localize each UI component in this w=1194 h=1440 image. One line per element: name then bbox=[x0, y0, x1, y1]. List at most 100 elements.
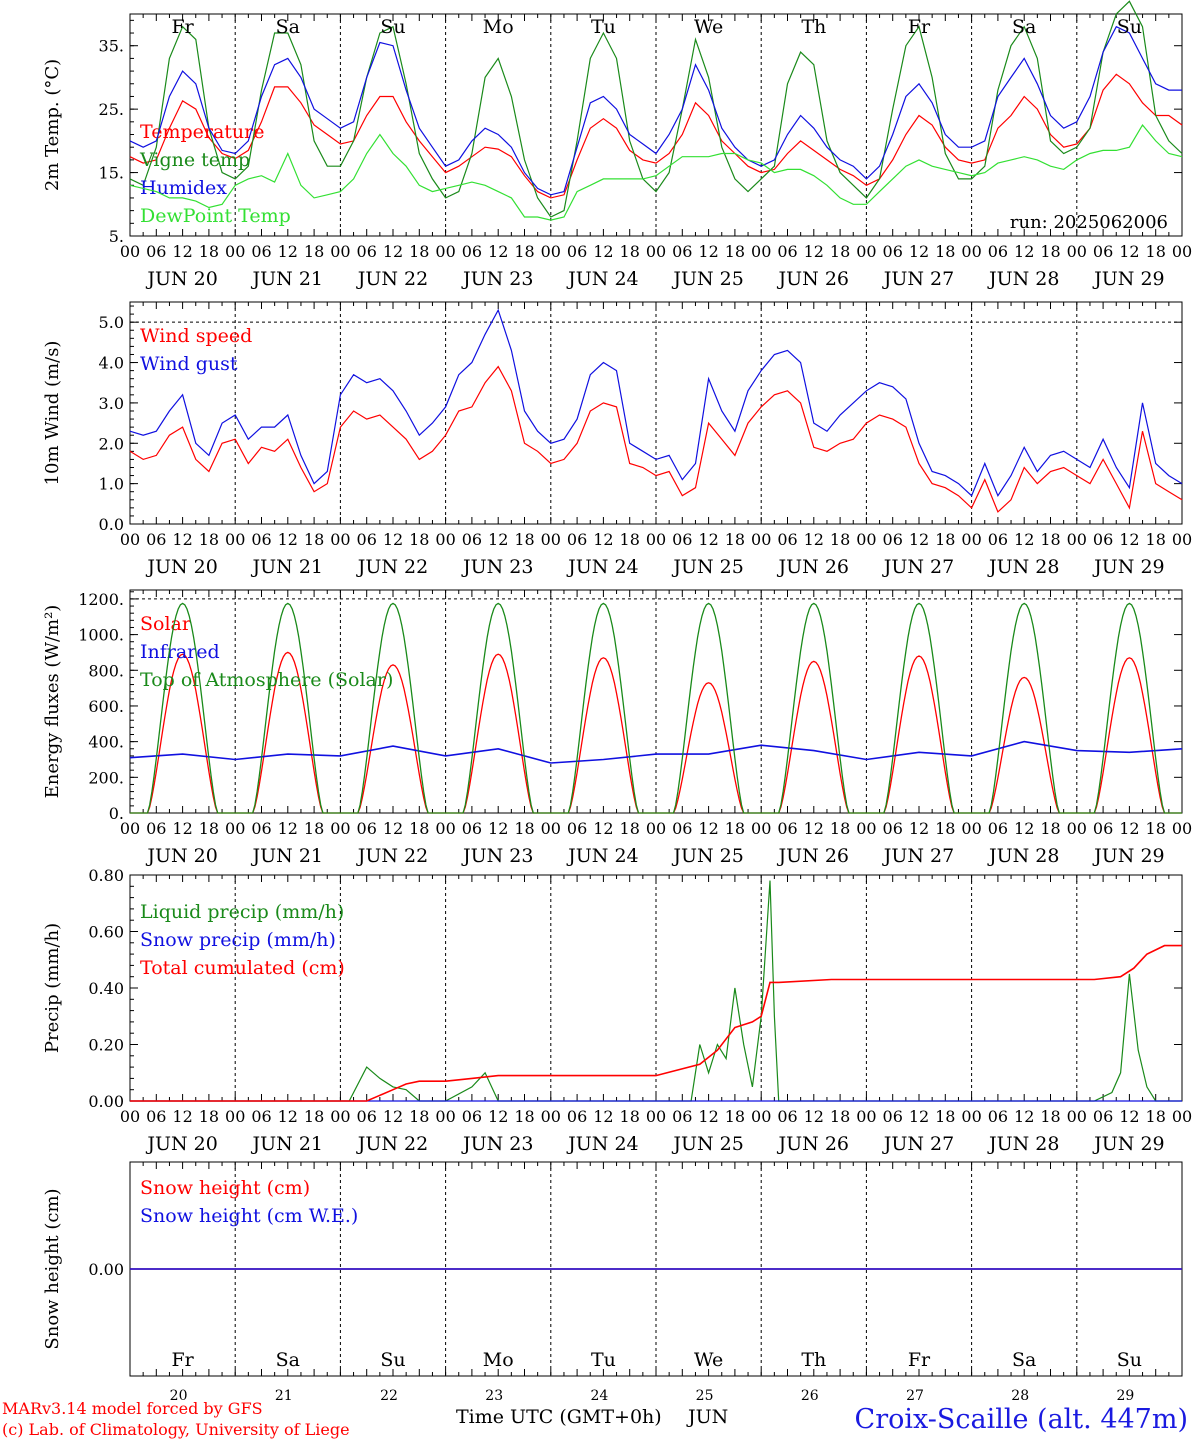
x-tick-label: 12 bbox=[593, 242, 613, 261]
legend-snow-height-cm: Snow height (cm) bbox=[140, 1177, 310, 1199]
x-tick-label: 06 bbox=[251, 819, 271, 838]
x-tick-label: 00 bbox=[856, 819, 876, 838]
x-tick-label: 00 bbox=[751, 819, 771, 838]
x-tick-label: 12 bbox=[383, 242, 403, 261]
x-tick-label: 18 bbox=[1146, 242, 1166, 261]
x-tick-label: 12 bbox=[1119, 242, 1139, 261]
x-tick-label: 18 bbox=[935, 1107, 955, 1126]
date-label: JUN 22 bbox=[356, 845, 428, 867]
date-label: JUN 29 bbox=[1092, 845, 1164, 867]
weekday-top: We bbox=[694, 16, 723, 38]
x-tick-label: 12 bbox=[804, 819, 824, 838]
series-humidex bbox=[129, 25, 1182, 196]
x-tick-label: 12 bbox=[698, 530, 718, 549]
x-tick-label: 00 bbox=[541, 819, 561, 838]
x-tick-label: 00 bbox=[120, 530, 140, 549]
x-tick-label: 12 bbox=[172, 819, 192, 838]
day-number: 21 bbox=[275, 1388, 293, 1404]
date-label: JUN 29 bbox=[1092, 1133, 1164, 1155]
date-label: JUN 20 bbox=[145, 268, 217, 290]
x-tick-label: 18 bbox=[725, 242, 745, 261]
x-tick-label: 06 bbox=[567, 242, 587, 261]
date-label: JUN 26 bbox=[777, 556, 849, 578]
weekday-top: Mo bbox=[483, 16, 514, 38]
legend-dewpoint-temp: DewPoint Temp bbox=[140, 205, 291, 227]
date-label: JUN 22 bbox=[356, 1133, 428, 1155]
weekday-bottom: Sa bbox=[1012, 1349, 1036, 1371]
x-tick-label: 18 bbox=[199, 242, 219, 261]
y-axis-label: 10m Wind (m/s) bbox=[42, 341, 63, 486]
x-tick-label: 06 bbox=[146, 530, 166, 549]
x-tick-label: 18 bbox=[1040, 819, 1060, 838]
x-tick-label: 18 bbox=[304, 819, 324, 838]
x-tick-label: 12 bbox=[698, 819, 718, 838]
x-tick-label: 12 bbox=[909, 242, 929, 261]
weekday-bottom: Su bbox=[1117, 1349, 1142, 1371]
x-tick-label: 00 bbox=[856, 530, 876, 549]
x-tick-label: 18 bbox=[199, 819, 219, 838]
x-tick-label: 06 bbox=[777, 530, 797, 549]
x-tick-label: 12 bbox=[278, 242, 298, 261]
y-tick-label: 5. bbox=[109, 227, 124, 246]
x-tick-label: 18 bbox=[514, 1107, 534, 1126]
x-tick-label: 18 bbox=[199, 530, 219, 549]
x-tick-label: 00 bbox=[541, 242, 561, 261]
weekday-top: Sa bbox=[1012, 16, 1036, 38]
day-number: 28 bbox=[1011, 1388, 1029, 1404]
month-label: JUN bbox=[686, 1406, 728, 1428]
legend-snow-height-cm-w-e: Snow height (cm W.E.) bbox=[140, 1205, 358, 1227]
legend-humidex: Humidex bbox=[140, 177, 227, 199]
x-tick-label: 18 bbox=[935, 819, 955, 838]
run-annotation: run: 2025062006 bbox=[1010, 212, 1168, 233]
x-tick-label: 18 bbox=[620, 819, 640, 838]
series-infrared bbox=[129, 740, 1183, 764]
x-tick-label: 18 bbox=[935, 530, 955, 549]
x-tick-label: 12 bbox=[804, 1107, 824, 1126]
x-tick-label: 12 bbox=[804, 530, 824, 549]
panel-2: 0.0 1.0 2.0 3.0 4.0 5.0 10m Wind (m/s) 00 06 12 18… bbox=[42, 301, 1192, 578]
x-tick-label: 00 bbox=[646, 819, 666, 838]
x-tick-label: 06 bbox=[988, 1107, 1008, 1126]
x-tick-label: 00 bbox=[120, 1107, 140, 1126]
x-tick-label: 06 bbox=[672, 819, 692, 838]
date-label: JUN 25 bbox=[671, 268, 743, 290]
x-tick-label: 18 bbox=[1040, 1107, 1060, 1126]
x-tick-label: 18 bbox=[1146, 819, 1166, 838]
x-tick-label: 12 bbox=[278, 1107, 298, 1126]
x-tick-label: 18 bbox=[725, 530, 745, 549]
y-tick-label: 2.0 bbox=[99, 434, 124, 453]
y-tick-label: 600. bbox=[88, 697, 124, 716]
date-label: JUN 26 bbox=[777, 268, 849, 290]
x-tick-label: 06 bbox=[251, 242, 271, 261]
x-tick-label: 18 bbox=[830, 1107, 850, 1126]
x-tick-label: 06 bbox=[883, 819, 903, 838]
x-tick-label: 12 bbox=[172, 1107, 192, 1126]
date-label: JUN 25 bbox=[671, 845, 743, 867]
x-tick-label: 06 bbox=[1093, 1107, 1113, 1126]
x-tick-label: 06 bbox=[988, 242, 1008, 261]
x-tick-label: 06 bbox=[146, 1107, 166, 1126]
x-tick-label: 18 bbox=[199, 1107, 219, 1126]
series-total-cumulated-cm bbox=[130, 944, 1182, 1102]
x-tick-label: 06 bbox=[1093, 242, 1113, 261]
x-tick-label: 06 bbox=[357, 242, 377, 261]
x-tick-label: 00 bbox=[751, 1107, 771, 1126]
x-tick-label: 00 bbox=[1067, 242, 1087, 261]
x-tick-label: 12 bbox=[1119, 1107, 1139, 1126]
weekday-bottom: Mo bbox=[483, 1349, 514, 1371]
x-tick-label: 18 bbox=[514, 819, 534, 838]
x-tick-label: 18 bbox=[620, 530, 640, 549]
date-label: JUN 23 bbox=[461, 1133, 533, 1155]
date-label: JUN 21 bbox=[251, 556, 323, 578]
x-tick-label: 18 bbox=[620, 242, 640, 261]
series-wind-speed bbox=[129, 365, 1183, 513]
x-tick-label: 06 bbox=[357, 530, 377, 549]
day-number: 29 bbox=[1116, 1388, 1134, 1404]
series-wind-gust bbox=[129, 308, 1183, 497]
x-tick-label: 06 bbox=[462, 819, 482, 838]
x-tick-label: 18 bbox=[620, 1107, 640, 1126]
legend-temperature: Temperature bbox=[140, 121, 264, 143]
day-number: 26 bbox=[801, 1388, 819, 1404]
series-vigne-temp bbox=[129, 0, 1183, 218]
